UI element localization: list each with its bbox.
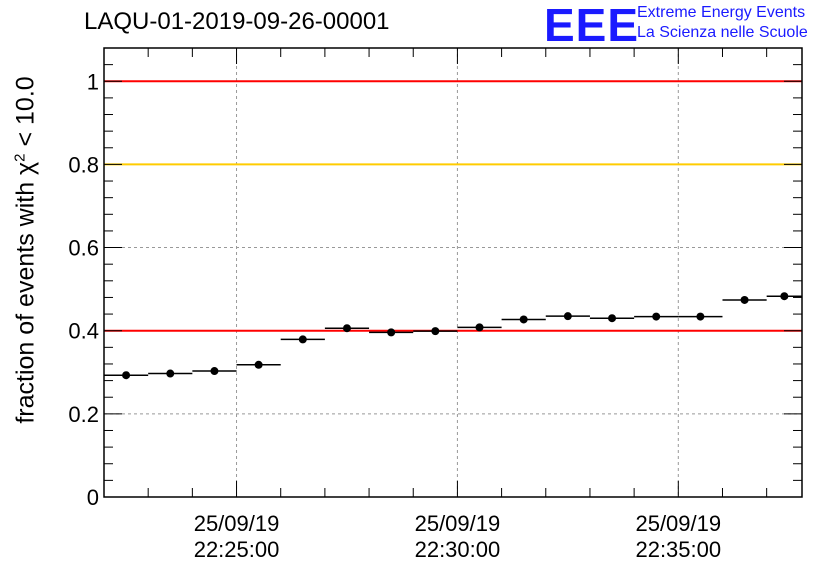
y-tick-label: 0 bbox=[87, 485, 99, 510]
data-point-marker bbox=[387, 328, 396, 337]
y-tick-label: 1 bbox=[87, 69, 99, 94]
data-point-marker bbox=[298, 335, 307, 344]
x-tick-date-label: 25/09/19 bbox=[635, 511, 721, 536]
data-point-marker bbox=[780, 292, 789, 301]
data-point-marker bbox=[563, 312, 572, 321]
y-tick-label: 0.2 bbox=[68, 402, 99, 427]
x-tick-date-label: 25/09/19 bbox=[194, 511, 280, 536]
data-point-marker bbox=[475, 323, 484, 332]
data-point-marker bbox=[342, 324, 351, 333]
data-point-marker bbox=[608, 314, 617, 323]
logo-text-line1: Extreme Energy Events bbox=[637, 4, 806, 21]
data-point-marker bbox=[254, 360, 263, 369]
data-point-marker bbox=[652, 312, 661, 321]
plot-frame bbox=[103, 47, 803, 498]
logo-text-line2: La Scienza nelle Scuole bbox=[637, 24, 808, 41]
data-point-marker bbox=[210, 367, 219, 376]
chart-title: LAQU-01-2019-09-26-00001 bbox=[84, 8, 390, 35]
x-tick-time-label: 22:35:00 bbox=[635, 537, 721, 562]
y-tick-label: 0.4 bbox=[68, 319, 99, 344]
data-point-marker bbox=[431, 327, 440, 336]
eee-logo: EEE bbox=[544, 0, 640, 51]
x-tick-time-label: 22:25:00 bbox=[194, 537, 280, 562]
data-point-marker bbox=[166, 369, 175, 378]
data-point-marker bbox=[122, 371, 131, 380]
x-tick-time-label: 22:30:00 bbox=[415, 537, 501, 562]
y-tick-label: 0.8 bbox=[68, 152, 99, 177]
data-point-marker bbox=[519, 315, 528, 324]
data-point-marker bbox=[696, 312, 705, 321]
data-point-marker bbox=[740, 295, 749, 304]
y-tick-label: 0.6 bbox=[68, 236, 99, 261]
x-tick-date-label: 25/09/19 bbox=[415, 511, 501, 536]
